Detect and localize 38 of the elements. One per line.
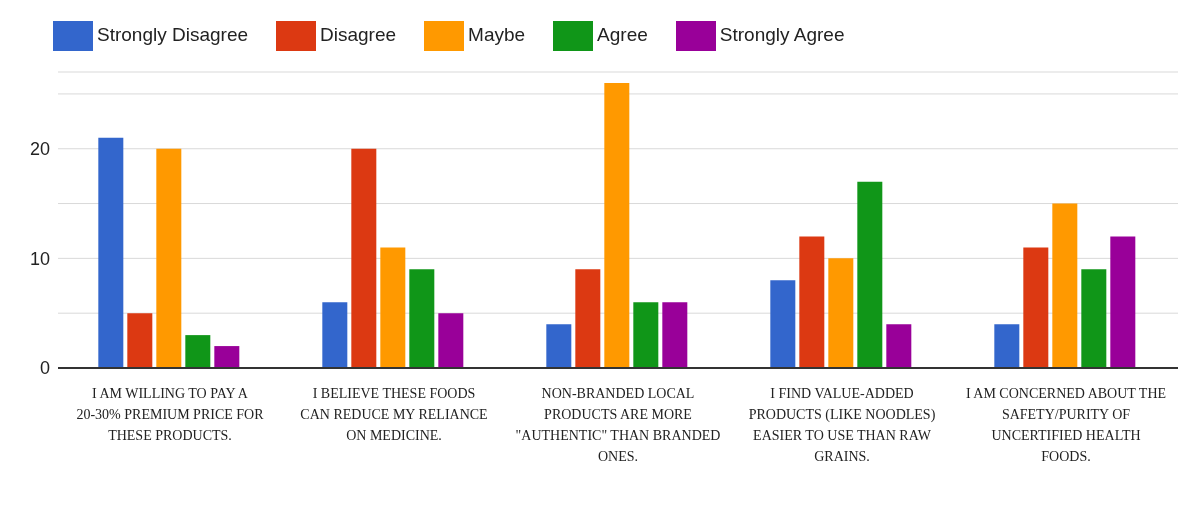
x-tick-label: I FIND VALUE-ADDED PRODUCTS (LIKE NOODLES) EASIER TO USE THAN RAW GRAINS. (748, 386, 936, 464)
bar (156, 148, 182, 368)
bar (1052, 203, 1078, 368)
bar (214, 346, 240, 368)
bar (828, 258, 854, 368)
legend-label: Disagree (320, 24, 397, 46)
legend-label: Strongly Agree (719, 24, 845, 46)
bar (98, 137, 124, 368)
legend-label: Strongly Disagree (97, 24, 249, 46)
bar (994, 324, 1020, 368)
x-tick-label: I AM CONCERNED ABOUT THE SAFETY/PURITY OF UNCERTIFIED HEALTH FOODS. (965, 386, 1167, 464)
bar (799, 236, 825, 368)
legend-label: Maybe (468, 24, 526, 46)
legend-label: Agree (597, 24, 648, 46)
y-tick-label: 20 (29, 139, 50, 160)
bar (185, 335, 211, 368)
bar (546, 324, 572, 368)
bar (575, 269, 601, 368)
x-tick-label: I BELIEVE THESE FOODS CAN REDUCE MY RELIANCE ON MEDICINE. (300, 386, 488, 443)
bar (886, 324, 912, 368)
y-tick-label: 0 (39, 358, 50, 379)
bar (409, 269, 435, 368)
x-tick-label: I AM WILLING TO PAY A 20-30% PREMIUM PRICE FOR THESE PRODUCTS. (76, 386, 265, 443)
bar (127, 313, 153, 368)
bar (380, 247, 406, 368)
bar (1110, 236, 1136, 368)
bar (770, 280, 796, 368)
bar (662, 302, 688, 368)
bar (857, 181, 883, 368)
y-tick-label: 10 (29, 248, 50, 269)
bar (604, 82, 630, 368)
bar (351, 148, 377, 368)
bar (322, 302, 348, 368)
x-tick-label: NON-BRANDED LOCAL PRODUCTS ARE MORE "AUTHENTIC" THAN BRANDED ONES. (515, 386, 721, 464)
bar (1081, 269, 1107, 368)
bar (1023, 247, 1049, 368)
bar (438, 313, 464, 368)
bar (633, 302, 659, 368)
